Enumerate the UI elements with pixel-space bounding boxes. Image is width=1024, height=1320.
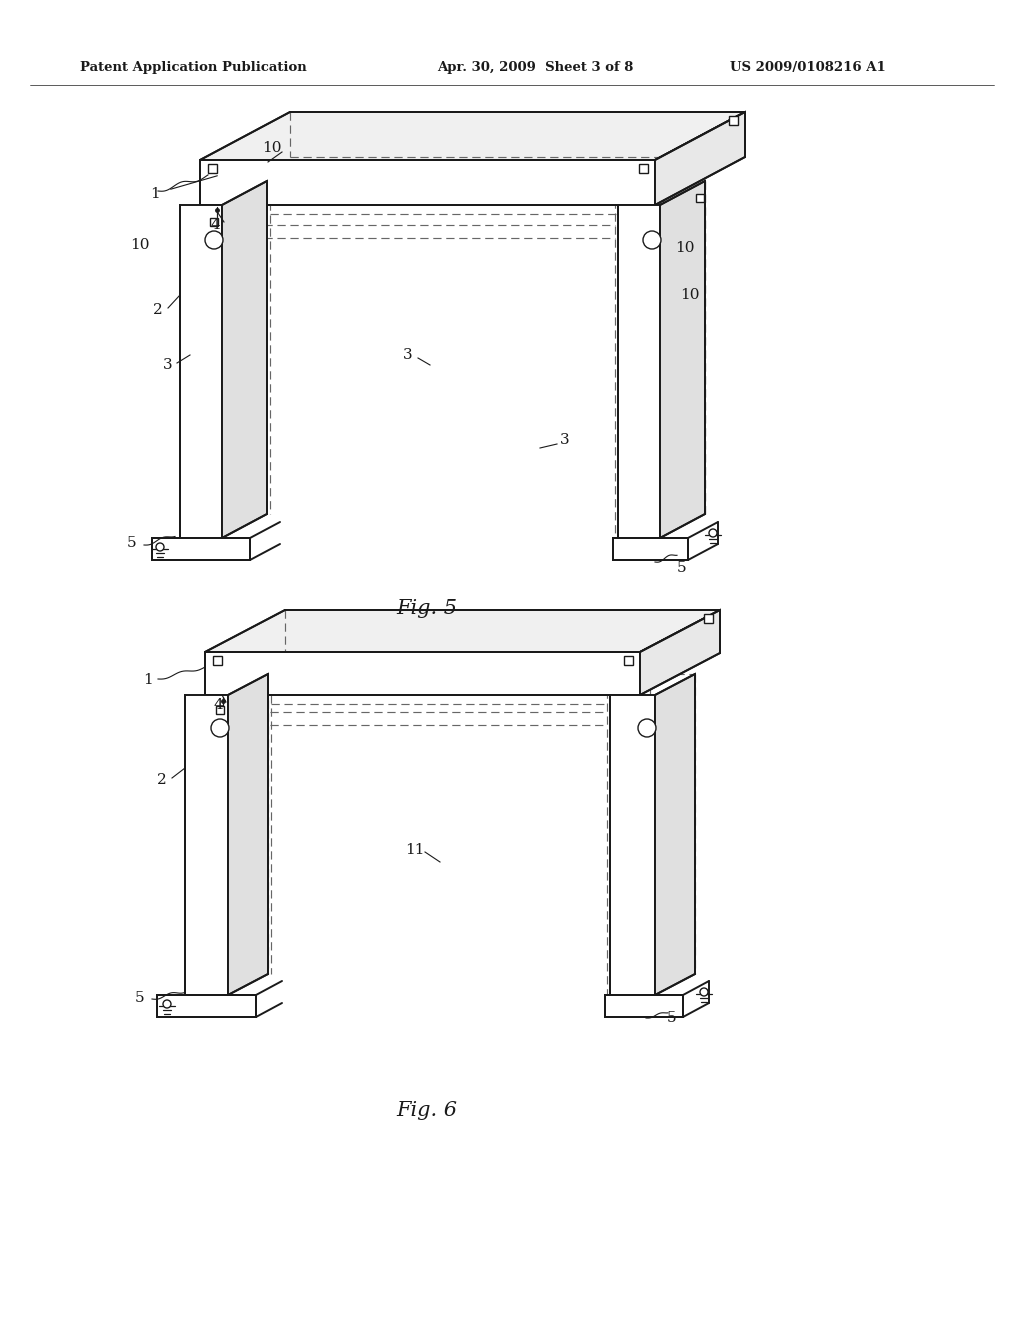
Text: Fig. 5: Fig. 5 [396, 598, 458, 618]
Polygon shape [228, 675, 268, 995]
Text: 5: 5 [677, 561, 687, 576]
Polygon shape [157, 995, 256, 1016]
Text: 5: 5 [668, 1011, 677, 1026]
Text: 3: 3 [560, 433, 569, 447]
Bar [728, 116, 737, 124]
Text: 11: 11 [406, 843, 425, 857]
Text: 10: 10 [680, 288, 699, 302]
Polygon shape [655, 675, 695, 995]
Text: Patent Application Publication: Patent Application Publication [80, 62, 307, 74]
Text: 10: 10 [262, 141, 282, 154]
Text: US 2009/0108216 A1: US 2009/0108216 A1 [730, 62, 886, 74]
Circle shape [156, 543, 164, 550]
Text: 3: 3 [403, 348, 413, 362]
Polygon shape [605, 995, 683, 1016]
Circle shape [211, 719, 229, 737]
Text: 5: 5 [135, 991, 144, 1005]
Bar [703, 614, 713, 623]
Bar [210, 218, 218, 226]
Bar [208, 164, 216, 173]
Text: 1: 1 [151, 187, 160, 201]
Polygon shape [152, 539, 250, 560]
Polygon shape [205, 610, 720, 652]
Text: 2: 2 [157, 774, 167, 787]
Text: Fig. 6: Fig. 6 [396, 1101, 458, 1119]
Circle shape [700, 987, 708, 997]
Polygon shape [205, 652, 640, 696]
Bar [696, 194, 705, 202]
Polygon shape [613, 539, 688, 560]
Circle shape [163, 1001, 171, 1008]
Polygon shape [660, 181, 705, 539]
Circle shape [643, 231, 662, 249]
Text: 10: 10 [675, 242, 694, 255]
Text: 10: 10 [130, 238, 150, 252]
Bar [624, 656, 633, 664]
Polygon shape [640, 610, 720, 696]
Polygon shape [200, 160, 655, 205]
Bar [216, 706, 224, 714]
Polygon shape [185, 696, 228, 995]
Polygon shape [222, 181, 267, 539]
Text: Apr. 30, 2009  Sheet 3 of 8: Apr. 30, 2009 Sheet 3 of 8 [437, 62, 634, 74]
Polygon shape [618, 205, 660, 539]
Text: 4: 4 [213, 698, 223, 711]
Bar [213, 656, 221, 664]
Circle shape [205, 231, 223, 249]
Polygon shape [610, 696, 655, 995]
Text: 3: 3 [163, 358, 173, 372]
Text: 4: 4 [210, 218, 220, 232]
Polygon shape [200, 112, 745, 160]
Text: 1: 1 [143, 673, 153, 686]
Polygon shape [180, 205, 222, 539]
Text: 5: 5 [127, 536, 137, 550]
Circle shape [709, 529, 717, 537]
Circle shape [638, 719, 656, 737]
Text: 2: 2 [154, 304, 163, 317]
Polygon shape [655, 112, 745, 205]
Bar [639, 164, 647, 173]
